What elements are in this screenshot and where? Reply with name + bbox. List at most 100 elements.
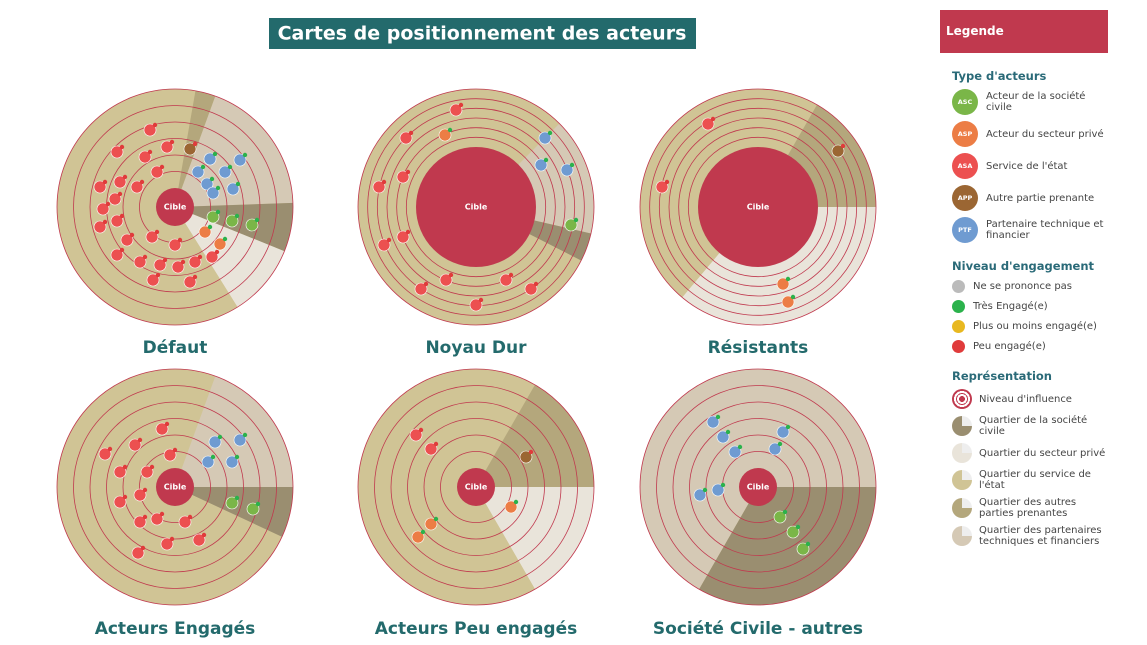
actor[interactable]: [226, 182, 240, 196]
actor[interactable]: [203, 152, 217, 166]
actor[interactable]: [776, 425, 790, 439]
actor[interactable]: [728, 445, 742, 459]
engagement-flag: [192, 141, 198, 147]
actor[interactable]: [225, 455, 239, 469]
actor[interactable]: [519, 450, 533, 464]
actor[interactable]: [781, 295, 795, 309]
actor[interactable]: [108, 192, 122, 206]
actor[interactable]: [133, 488, 147, 502]
actor[interactable]: [133, 255, 147, 269]
actor[interactable]: [183, 275, 197, 289]
actor[interactable]: [146, 273, 160, 287]
actor[interactable]: [449, 103, 463, 117]
actor[interactable]: [155, 422, 169, 436]
actor[interactable]: [245, 218, 259, 232]
actor[interactable]: [424, 442, 438, 456]
actor[interactable]: [145, 230, 159, 244]
legend-label: Plus ou moins engagé(e): [973, 320, 1097, 332]
actor[interactable]: [163, 448, 177, 462]
actor[interactable]: [504, 500, 518, 514]
actor[interactable]: [439, 273, 453, 287]
actor[interactable]: [564, 218, 578, 232]
actor[interactable]: [171, 260, 185, 274]
actor[interactable]: [213, 237, 227, 251]
actor[interactable]: [120, 233, 134, 247]
actor[interactable]: [131, 546, 145, 560]
engagement-flag: [139, 179, 145, 185]
actor[interactable]: [198, 225, 212, 239]
actor[interactable]: [377, 238, 391, 252]
actor[interactable]: [130, 180, 144, 194]
actor[interactable]: [773, 510, 787, 524]
actor[interactable]: [201, 455, 215, 469]
actor[interactable]: [399, 131, 413, 145]
actor[interactable]: [711, 483, 725, 497]
actor[interactable]: [206, 186, 220, 200]
actor[interactable]: [150, 512, 164, 526]
actor[interactable]: [411, 530, 425, 544]
actor[interactable]: [93, 180, 107, 194]
actor[interactable]: [128, 438, 142, 452]
actor[interactable]: [469, 298, 483, 312]
actor[interactable]: [225, 214, 239, 228]
actor[interactable]: [716, 430, 730, 444]
actor[interactable]: [140, 465, 154, 479]
actor[interactable]: [191, 165, 205, 179]
actor[interactable]: [96, 202, 110, 216]
actor[interactable]: [138, 150, 152, 164]
actor[interactable]: [113, 495, 127, 509]
actor[interactable]: [160, 140, 174, 154]
actor[interactable]: [178, 515, 192, 529]
actor[interactable]: [233, 153, 247, 167]
actor[interactable]: [524, 282, 538, 296]
actor[interactable]: [183, 142, 197, 156]
actor[interactable]: [534, 158, 548, 172]
actor[interactable]: [560, 163, 574, 177]
actor[interactable]: [110, 214, 124, 228]
actor[interactable]: [200, 177, 214, 191]
actor[interactable]: [192, 533, 206, 547]
actor[interactable]: [168, 238, 182, 252]
actor[interactable]: [113, 465, 127, 479]
actor[interactable]: [796, 542, 810, 556]
actor[interactable]: [218, 165, 232, 179]
actor[interactable]: [499, 273, 513, 287]
actor[interactable]: [246, 502, 260, 516]
actor[interactable]: [693, 488, 707, 502]
actor[interactable]: [110, 145, 124, 159]
engagement-flag: [234, 213, 240, 219]
actor[interactable]: [438, 128, 452, 142]
actor[interactable]: [786, 525, 800, 539]
actor[interactable]: [424, 517, 438, 531]
actor[interactable]: [538, 131, 552, 145]
actor[interactable]: [831, 144, 845, 158]
legend-engagement: Ne se prononce pas Très Engagé(e) Plus ou …: [940, 279, 1108, 353]
actor[interactable]: [776, 277, 790, 291]
actor[interactable]: [225, 496, 239, 510]
actor[interactable]: [208, 435, 222, 449]
actor[interactable]: [98, 447, 112, 461]
actor[interactable]: [113, 175, 127, 189]
engagement-flag: [805, 541, 811, 547]
actor[interactable]: [188, 255, 202, 269]
actor[interactable]: [701, 117, 715, 131]
actor[interactable]: [153, 258, 167, 272]
actor[interactable]: [150, 165, 164, 179]
actor[interactable]: [706, 415, 720, 429]
actor[interactable]: [110, 248, 124, 262]
actor[interactable]: [414, 282, 428, 296]
actor[interactable]: [205, 250, 219, 264]
actor[interactable]: [206, 210, 220, 224]
engagement-flag: [785, 276, 791, 282]
actor[interactable]: [372, 180, 386, 194]
actor[interactable]: [655, 180, 669, 194]
actor[interactable]: [409, 428, 423, 442]
actor[interactable]: [133, 515, 147, 529]
actor[interactable]: [233, 433, 247, 447]
actor[interactable]: [93, 220, 107, 234]
actor[interactable]: [396, 230, 410, 244]
actor[interactable]: [768, 442, 782, 456]
actor[interactable]: [396, 170, 410, 184]
actor[interactable]: [160, 537, 174, 551]
actor[interactable]: [143, 123, 157, 137]
